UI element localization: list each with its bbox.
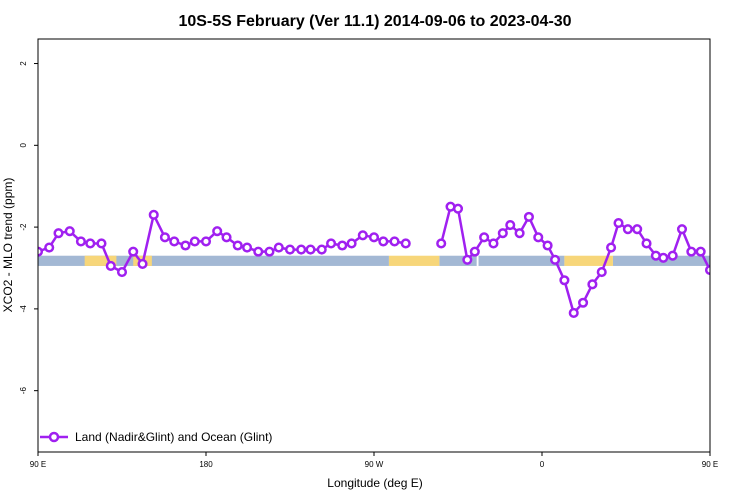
ocean-band-segment bbox=[38, 255, 389, 266]
data-point bbox=[704, 264, 710, 276]
data-point bbox=[436, 238, 447, 249]
x-axis-label: Longitude (deg E) bbox=[327, 476, 422, 490]
data-point bbox=[273, 242, 284, 253]
data-point bbox=[200, 236, 212, 247]
data-point bbox=[44, 242, 55, 253]
y-axis-ticks: 2 0 -2 -4 -6 bbox=[19, 61, 38, 394]
data-point bbox=[159, 232, 170, 243]
data-point bbox=[641, 238, 652, 249]
land-band-segment bbox=[388, 255, 440, 266]
y-axis-label: XCO2 - MLO trend (ppm) bbox=[1, 178, 15, 313]
y-tick-label: 0 bbox=[19, 143, 28, 148]
data-point bbox=[613, 217, 624, 229]
data-point bbox=[105, 260, 116, 271]
chart-title: 10S-5S February (Ver 11.1) 2014-09-06 to… bbox=[178, 13, 571, 30]
data-point bbox=[550, 254, 561, 265]
data-point bbox=[75, 236, 86, 247]
data-point bbox=[568, 307, 579, 319]
data-point bbox=[221, 232, 232, 243]
data-point bbox=[116, 267, 128, 278]
data-point bbox=[462, 254, 473, 265]
data-point bbox=[658, 252, 669, 263]
x-axis-ticks: 90 E 180 90 W 0 90 E bbox=[30, 452, 718, 469]
data-point bbox=[85, 238, 96, 249]
y-tick-label: 2 bbox=[19, 61, 28, 66]
data-point bbox=[284, 244, 296, 255]
data-point bbox=[253, 246, 264, 257]
data-point bbox=[542, 240, 553, 251]
data-point bbox=[389, 236, 400, 247]
data-point bbox=[587, 279, 598, 290]
data-point bbox=[452, 203, 464, 214]
data-point bbox=[667, 250, 678, 261]
ocean-band-segment bbox=[478, 255, 565, 266]
data-point bbox=[212, 226, 223, 237]
data-point bbox=[296, 244, 307, 255]
data-point bbox=[596, 267, 607, 278]
x-tick-label: 0 bbox=[540, 460, 545, 469]
data-point bbox=[488, 238, 499, 249]
data-point bbox=[346, 238, 357, 249]
data-point bbox=[326, 238, 337, 249]
data-point bbox=[533, 232, 544, 243]
data-point bbox=[738, 229, 746, 237]
x-tick-label: 180 bbox=[199, 460, 213, 469]
data-point bbox=[264, 246, 275, 257]
data-point bbox=[128, 246, 139, 257]
data-point bbox=[505, 220, 516, 231]
data-point bbox=[137, 258, 148, 269]
data-point bbox=[622, 224, 633, 235]
ocean-band-segment bbox=[439, 255, 477, 266]
x-tick-label: 90 W bbox=[365, 460, 384, 469]
y-tick-label: -6 bbox=[19, 387, 28, 395]
data-point bbox=[497, 228, 508, 239]
data-point bbox=[64, 226, 75, 237]
legend-entry-label: Land (Nadir&Glint) and Ocean (Glint) bbox=[75, 430, 272, 444]
data-point bbox=[189, 236, 200, 247]
data-point bbox=[479, 232, 490, 243]
data-point bbox=[180, 240, 191, 251]
data-point bbox=[727, 242, 735, 250]
data-point bbox=[169, 236, 180, 247]
data-point bbox=[523, 211, 534, 222]
data-point bbox=[578, 297, 589, 308]
x-tick-label: 90 E bbox=[702, 460, 718, 469]
data-point bbox=[606, 242, 617, 253]
data-point bbox=[514, 228, 525, 239]
data-point bbox=[632, 224, 643, 235]
data-point bbox=[316, 244, 327, 255]
y-tick-label: -4 bbox=[19, 305, 28, 313]
data-point bbox=[148, 209, 159, 220]
data-point bbox=[96, 238, 107, 249]
legend-marker-swatch bbox=[48, 431, 60, 443]
land-band-segment bbox=[84, 255, 117, 266]
data-point bbox=[53, 228, 64, 239]
data-point bbox=[357, 230, 368, 241]
land-band-segment bbox=[564, 255, 613, 266]
data-point bbox=[400, 238, 411, 249]
data-point bbox=[716, 248, 724, 256]
data-point bbox=[337, 240, 348, 251]
data-point bbox=[686, 246, 697, 257]
data-point bbox=[305, 244, 316, 255]
data-point bbox=[232, 240, 243, 251]
legend: Land (Nadir&Glint) and Ocean (Glint) bbox=[40, 430, 272, 444]
data-point bbox=[242, 242, 253, 253]
y-tick-label: -2 bbox=[19, 223, 28, 231]
data-point bbox=[559, 275, 570, 286]
series-points bbox=[38, 201, 746, 319]
data-point bbox=[378, 236, 389, 247]
data-point bbox=[676, 224, 688, 235]
data-point bbox=[368, 232, 380, 243]
data-point bbox=[695, 246, 706, 257]
ocean-band-segment bbox=[612, 255, 710, 266]
x-tick-label: 90 E bbox=[30, 460, 46, 469]
data-point bbox=[469, 246, 480, 257]
